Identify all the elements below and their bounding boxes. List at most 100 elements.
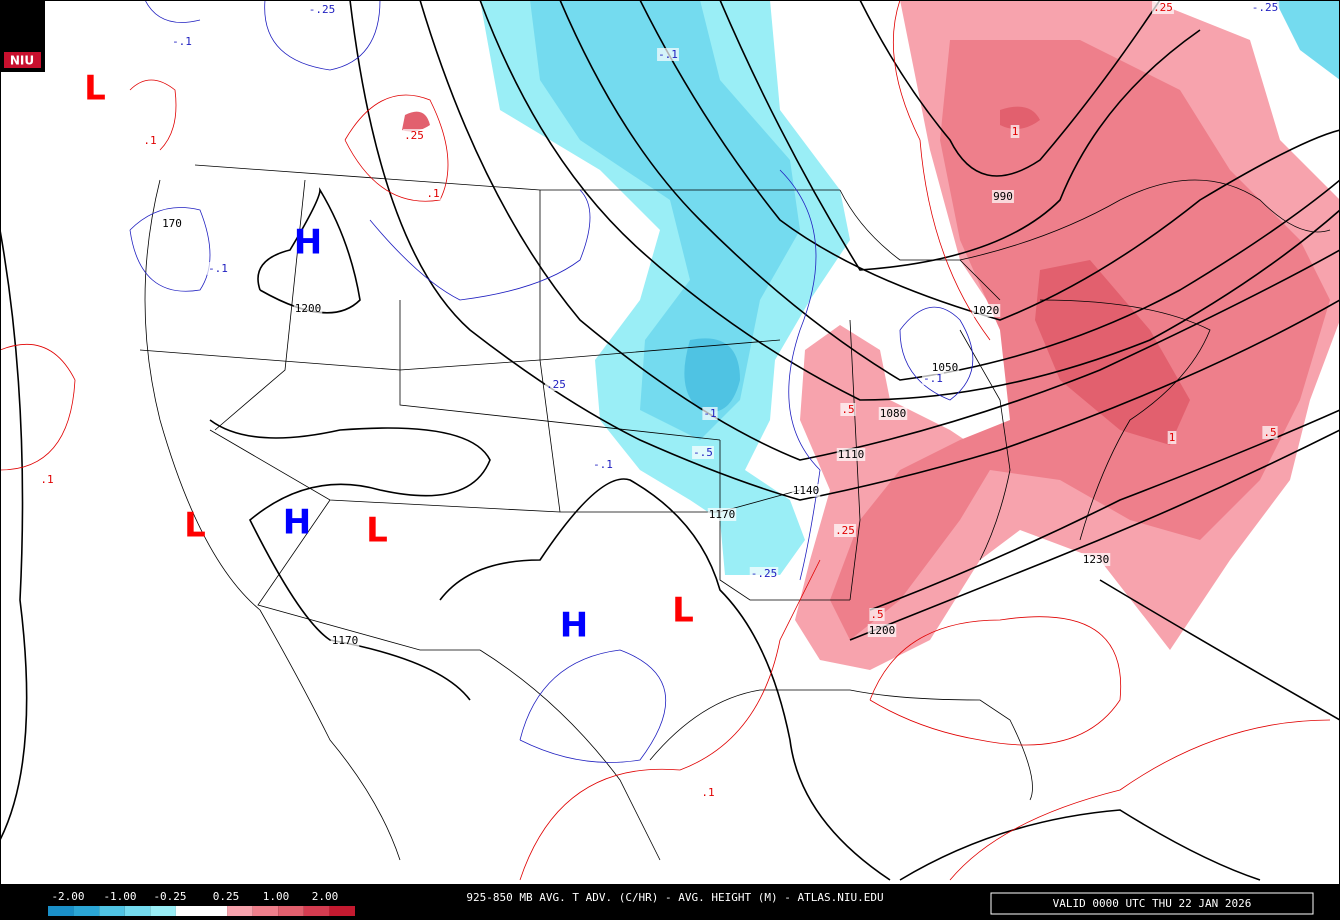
- height-contour: [859, 0, 1161, 177]
- label-bg: [922, 372, 944, 385]
- label-bg: [749, 567, 779, 580]
- boundary: [539, 190, 561, 513]
- boundary: [257, 499, 480, 651]
- height-label: 1080: [880, 407, 907, 420]
- boundary: [959, 329, 1011, 561]
- legend-swatch: [252, 906, 279, 916]
- cold-contour: [899, 306, 974, 401]
- boundary: [399, 300, 721, 441]
- warm-contour: [519, 559, 821, 881]
- label-bg: [930, 361, 960, 374]
- warm-advection-label: .5: [1263, 426, 1276, 439]
- shading: [402, 0, 1340, 670]
- label-bg: [425, 187, 441, 200]
- cold-advection-label: -1: [703, 407, 716, 420]
- label-bg: [867, 624, 897, 637]
- height-contour: [257, 187, 361, 314]
- legend-swatch: [201, 906, 228, 916]
- cold-advection-label: -.1: [658, 48, 678, 61]
- label-bg: [834, 524, 856, 537]
- height-label: 1170: [332, 634, 359, 647]
- height-contour: [349, 0, 1340, 501]
- pressure-center: L: [184, 506, 206, 546]
- cold-contour: [264, 0, 381, 71]
- height-contour: [0, 229, 28, 841]
- legend-swatch: [303, 906, 330, 916]
- boundary: [959, 179, 1331, 261]
- height-label: 990: [993, 190, 1013, 203]
- boundary: [139, 339, 781, 371]
- height-label: 1200: [295, 302, 322, 315]
- cold-advection-ne: [1275, 0, 1340, 80]
- warm-advection-strong: [1035, 260, 1190, 445]
- label-bg: [161, 217, 183, 230]
- warm-contour: [344, 94, 449, 202]
- warm-advection-label: .25: [835, 524, 855, 537]
- height-label: 1110: [838, 448, 865, 461]
- logo-text: NIU: [10, 54, 34, 68]
- legend-swatch: [278, 906, 304, 916]
- boundary: [144, 179, 401, 861]
- warm-advection-label: .5: [870, 608, 883, 621]
- label-bg: [1250, 1, 1280, 14]
- boundary: [849, 319, 861, 601]
- cold-advection-label: -.1: [593, 458, 613, 471]
- label-bg: [869, 608, 885, 621]
- height-label: 1200: [869, 624, 896, 637]
- legend-tick-label: 0.25: [213, 890, 240, 903]
- cold-advection-medium: [530, 0, 800, 440]
- legend-tick-label: 2.00: [312, 890, 339, 903]
- cold-contour: [369, 189, 591, 301]
- height-contour: [719, 0, 1201, 271]
- label-bg: [707, 508, 737, 521]
- label-bg: [307, 3, 337, 16]
- pressure-center: H: [294, 223, 322, 263]
- height-label: 1050: [932, 361, 959, 374]
- cold-advection-strong: [684, 338, 740, 412]
- height-label: 170: [162, 217, 182, 230]
- label-bg: [142, 134, 158, 147]
- label-bg: [39, 473, 55, 486]
- label-bg: [992, 190, 1014, 203]
- warm-contour: [949, 719, 1331, 881]
- label-bg: [293, 302, 323, 315]
- valid-time: VALID 0000 UTC THU 22 JAN 2026: [1053, 897, 1252, 910]
- logo-badge: [4, 52, 41, 68]
- label-bg: [1010, 125, 1020, 138]
- pressure-center: H: [283, 503, 311, 543]
- cold-advection-label: -.5: [693, 446, 713, 459]
- legend-swatch: [175, 906, 202, 916]
- label-bg: [1262, 426, 1278, 439]
- label-bg: [692, 446, 714, 459]
- warm-advection-label: .1: [701, 786, 714, 799]
- warm-contour: [869, 616, 1122, 746]
- height-contour: [479, 0, 1340, 401]
- label-bg: [878, 407, 908, 420]
- height-label: 1230: [1083, 553, 1110, 566]
- legend-swatch: [73, 906, 100, 916]
- legend-tick-label: -2.00: [51, 890, 84, 903]
- label-bg: [971, 304, 1001, 317]
- height-label: 1020: [973, 304, 1000, 317]
- warm-contour: [129, 79, 177, 151]
- height-label: 1140: [793, 484, 820, 497]
- pressure-center: L: [366, 511, 388, 551]
- label-bg: [207, 262, 229, 275]
- label-bg: [330, 634, 360, 647]
- labels: 1200117011701140111010801050102099012301…: [39, 1, 1280, 799]
- boundary: [214, 179, 306, 431]
- pressure-center: L: [672, 591, 694, 631]
- label-bg: [171, 35, 193, 48]
- warm-advection-label: .25: [404, 129, 424, 142]
- label-bg: [1081, 553, 1111, 566]
- cold-contour: [144, 0, 201, 23]
- legend-swatch: [150, 906, 176, 916]
- label-bg: [545, 378, 567, 391]
- boundary: [1039, 299, 1211, 541]
- warm-advection-label: .25: [1153, 1, 1173, 14]
- warm-advection-label: .5: [841, 403, 854, 416]
- warm-contour: [0, 343, 76, 471]
- cold-advection-label: .25: [546, 378, 566, 391]
- warm-contour: [892, 0, 991, 341]
- pressure-center: H: [560, 606, 588, 646]
